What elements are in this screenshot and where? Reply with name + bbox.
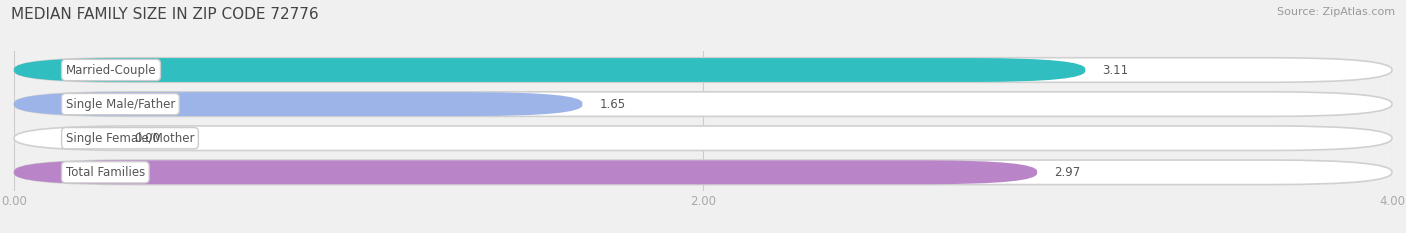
FancyBboxPatch shape: [14, 126, 1392, 151]
FancyBboxPatch shape: [14, 58, 1085, 82]
Text: Total Families: Total Families: [66, 166, 145, 179]
FancyBboxPatch shape: [14, 160, 1038, 184]
Text: Single Female/Mother: Single Female/Mother: [66, 132, 194, 145]
Text: Source: ZipAtlas.com: Source: ZipAtlas.com: [1277, 7, 1395, 17]
Text: 0.00: 0.00: [135, 132, 160, 145]
FancyBboxPatch shape: [14, 58, 1392, 82]
Text: Single Male/Father: Single Male/Father: [66, 98, 176, 111]
Text: Married-Couple: Married-Couple: [66, 64, 156, 76]
FancyBboxPatch shape: [14, 92, 1392, 116]
Text: 3.11: 3.11: [1102, 64, 1129, 76]
Text: 2.97: 2.97: [1054, 166, 1081, 179]
FancyBboxPatch shape: [14, 160, 1392, 185]
Text: 1.65: 1.65: [599, 98, 626, 111]
Text: MEDIAN FAMILY SIZE IN ZIP CODE 72776: MEDIAN FAMILY SIZE IN ZIP CODE 72776: [11, 7, 319, 22]
FancyBboxPatch shape: [14, 92, 582, 116]
